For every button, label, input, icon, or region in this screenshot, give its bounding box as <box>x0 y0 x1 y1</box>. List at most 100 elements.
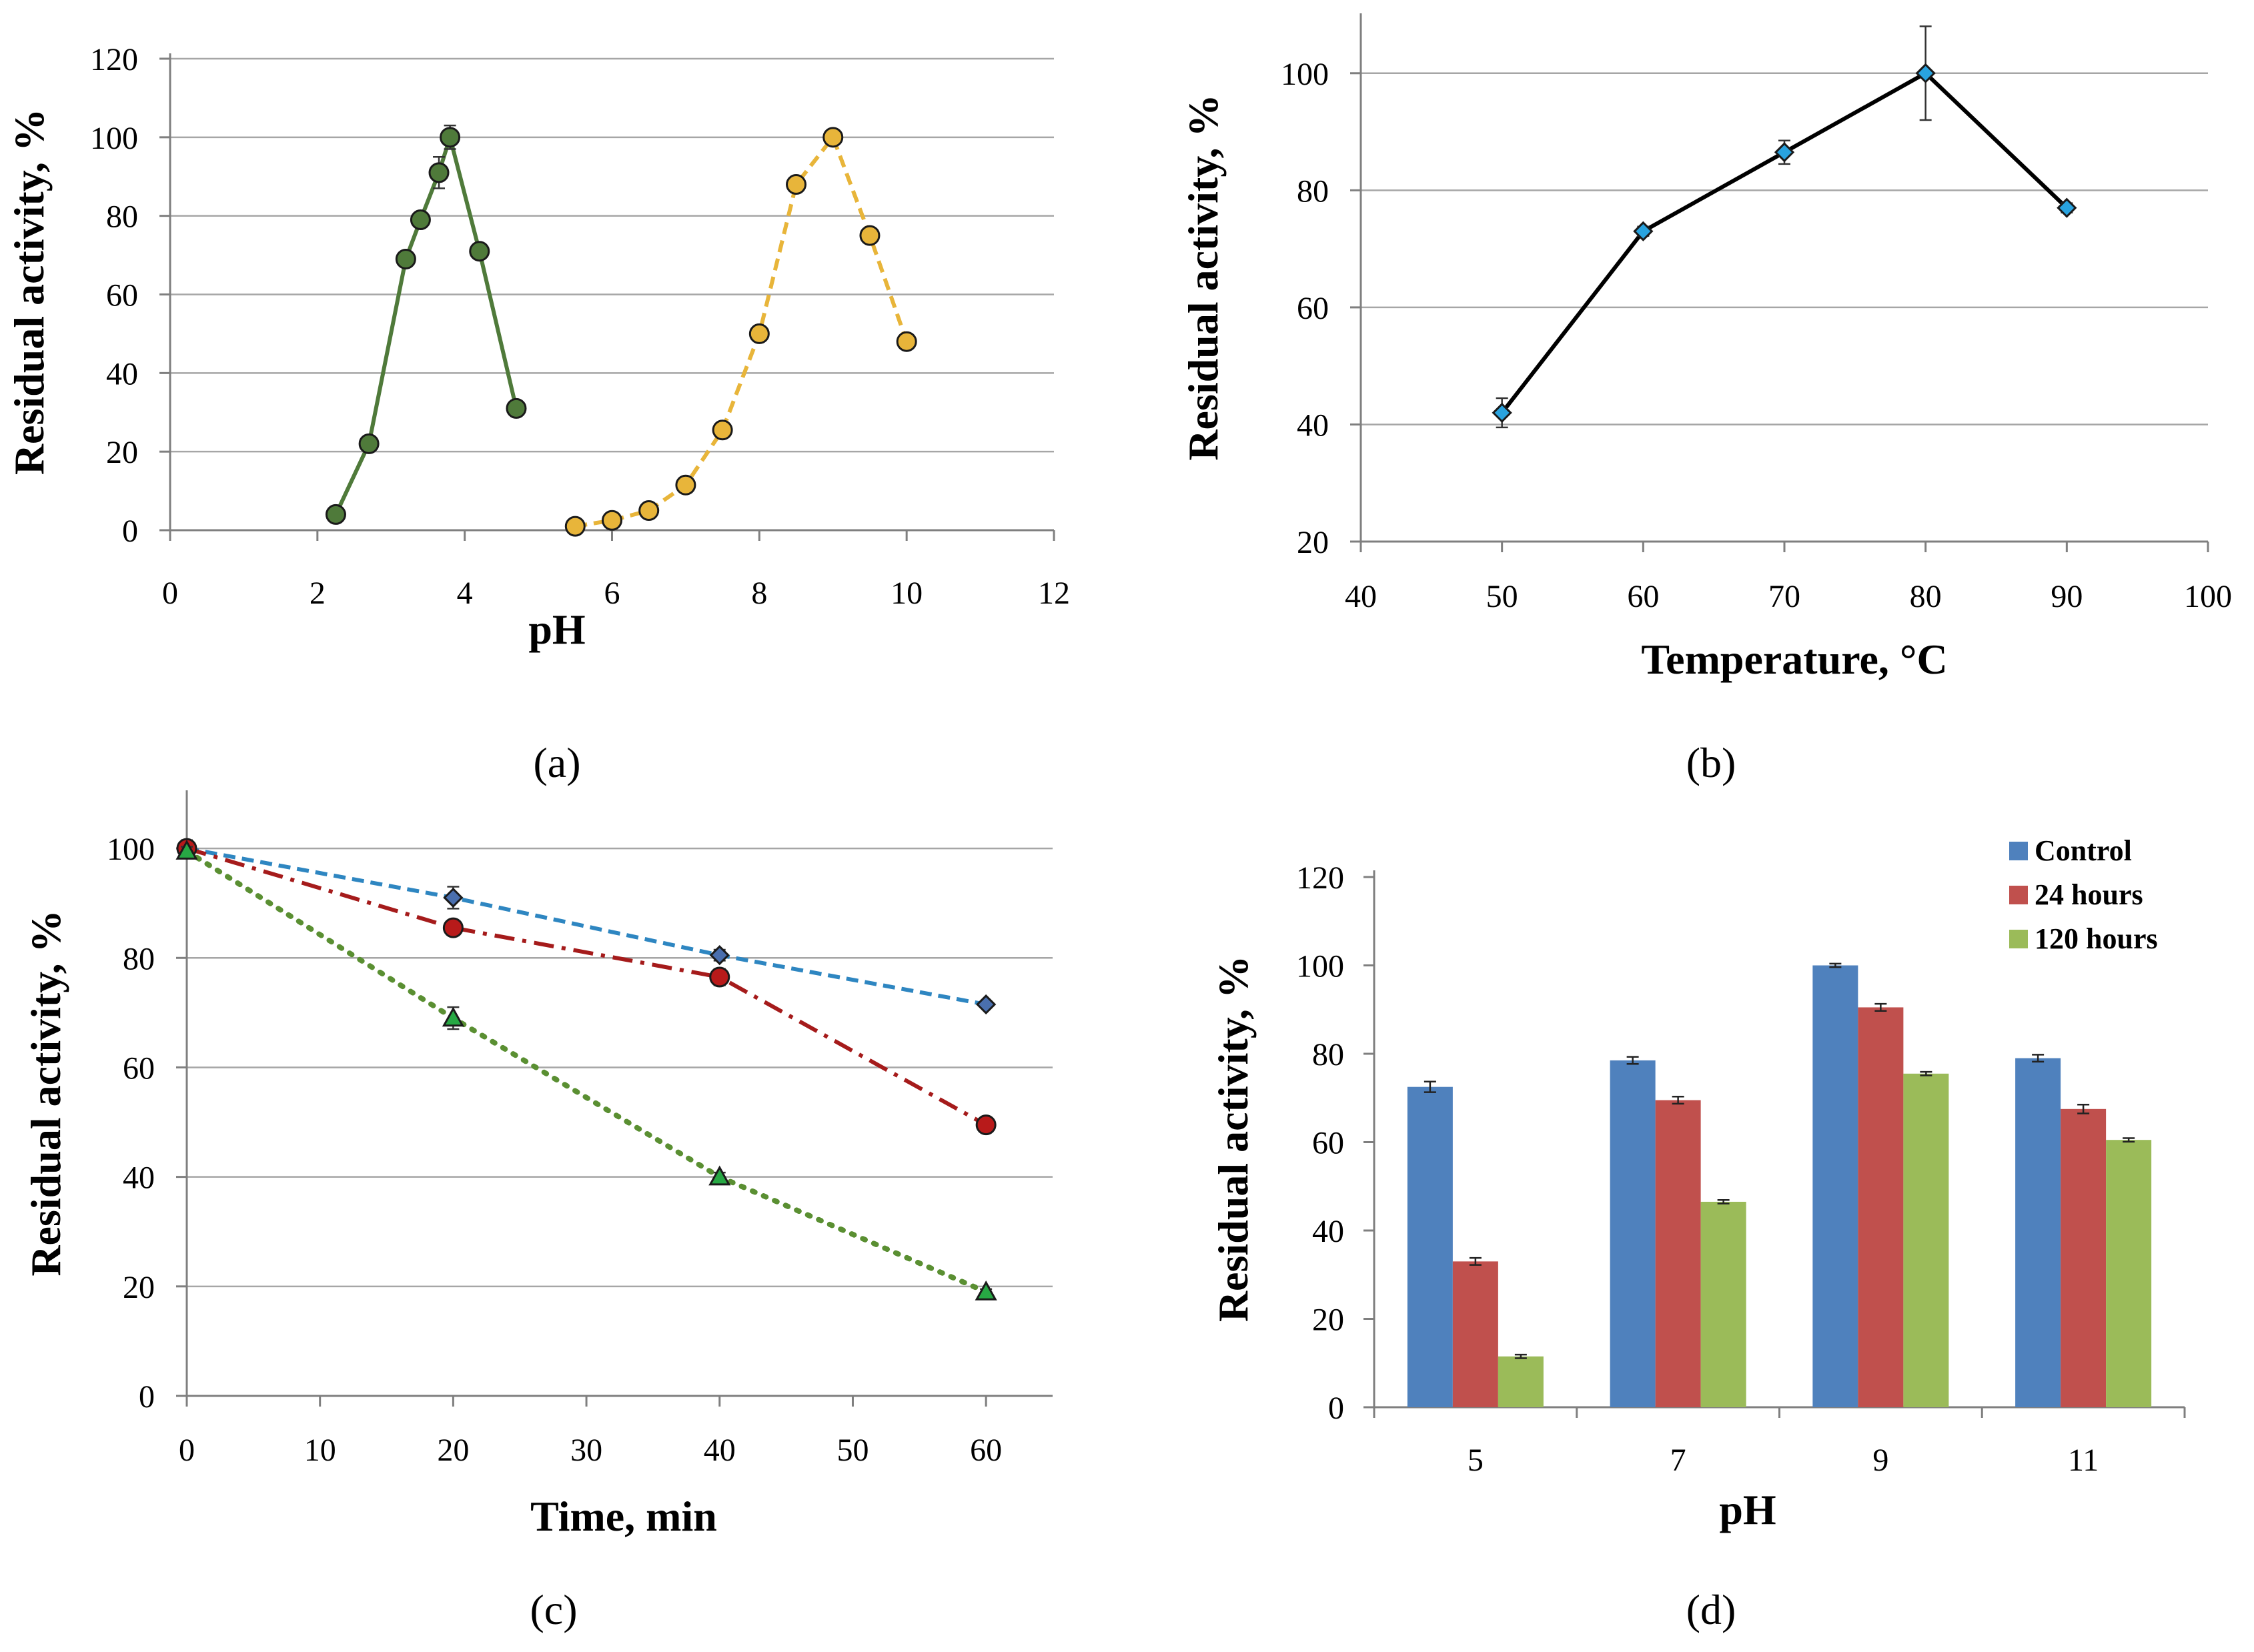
legend-label: 24 hours <box>2035 878 2143 911</box>
data-point-temperature <box>1774 142 1795 163</box>
panel-d: 0 20 40 60 80 100 120 5 7 9 11 Residual activity, %… <box>1209 834 2186 1633</box>
y-axis-label: Residual activity, % <box>5 109 53 475</box>
x-tick-label: 40 <box>1345 579 1377 614</box>
data-point-alkaline <box>859 225 881 246</box>
legend-label: 120 hours <box>2035 922 2158 955</box>
y-tick-label: 60 <box>1297 291 1329 326</box>
data-point-acidic <box>395 248 416 269</box>
data-point-series-2 <box>709 966 730 988</box>
y-axis-label: Residual activity, % <box>1209 956 1257 1322</box>
bar-120-hours <box>1903 1073 1949 1407</box>
x-tick-label: 40 <box>704 1433 736 1468</box>
data-point-alkaline <box>564 516 586 537</box>
bar-24-hours <box>1452 1261 1498 1407</box>
x-tick-label: 9 <box>1872 1443 1888 1478</box>
series-line-series-2 <box>186 846 987 1127</box>
y-tick-label: 100 <box>1281 57 1329 92</box>
bar-24-hours <box>2061 1108 2107 1407</box>
y-tick-label: 100 <box>1296 949 1344 984</box>
x-axis-label: Time, min <box>530 1493 717 1540</box>
x-tick-label: 30 <box>570 1433 602 1468</box>
x-tick-label: 50 <box>836 1433 869 1468</box>
x-tick-label: 50 <box>1486 579 1518 614</box>
data-point-alkaline <box>822 127 844 148</box>
x-tick-label: 0 <box>179 1433 195 1468</box>
x-tick-label: 80 <box>1910 579 1942 614</box>
data-point-alkaline <box>748 323 770 344</box>
data-point-acidic <box>506 397 527 419</box>
data-point-series-1 <box>443 887 464 908</box>
data-point-series-3 <box>708 1165 731 1186</box>
legend: Control 24 hours 120 hours <box>2009 834 2158 955</box>
legend-swatch <box>2009 886 2028 904</box>
bar-control <box>1407 1086 1453 1407</box>
data-point-series-1 <box>709 945 730 966</box>
data-point-alkaline <box>712 420 733 441</box>
y-tick-label: 20 <box>106 435 138 470</box>
data-point-series-3 <box>442 1006 464 1027</box>
x-tick-label: 0 <box>162 576 178 611</box>
data-point-acidic <box>428 162 450 183</box>
x-tick-label: 20 <box>437 1433 469 1468</box>
panel-label: (a) <box>533 739 580 786</box>
x-axis-label: Temperature, °C <box>1641 636 1947 683</box>
panel-label: (d) <box>1686 1586 1736 1633</box>
x-tick-label: 8 <box>751 576 767 611</box>
x-tick-label: 11 <box>2068 1443 2099 1478</box>
y-tick-label: 80 <box>1297 173 1329 209</box>
x-tick-label: 70 <box>1768 579 1800 614</box>
y-tick-label: 40 <box>106 356 138 391</box>
data-point-alkaline <box>638 500 660 522</box>
data-point-acidic <box>358 433 380 454</box>
data-point-temperature <box>1633 221 1654 241</box>
panel-b: 20 40 60 80 100 Residual activity, % Temperatu… <box>1179 13 2232 786</box>
series-line-acidic <box>334 135 518 516</box>
x-tick-label: 90 <box>2051 579 2083 614</box>
legend-swatch <box>2009 842 2028 860</box>
data-point-alkaline <box>786 174 807 195</box>
data-point-series-1 <box>976 994 997 1015</box>
bar-120-hours <box>1700 1201 1746 1407</box>
y-tick-label: 40 <box>1312 1214 1344 1249</box>
y-tick-label: 80 <box>1312 1037 1344 1072</box>
y-tick-label: 100 <box>90 121 138 156</box>
data-point-series-2 <box>975 1114 997 1136</box>
panel-label: (b) <box>1686 739 1736 786</box>
bar-120-hours <box>2106 1140 2152 1407</box>
data-point-acidic <box>469 241 490 262</box>
data-point-acidic <box>440 127 461 148</box>
x-tick-label: 60 <box>1627 579 1659 614</box>
bar-120-hours <box>1498 1356 1544 1407</box>
panel-c: 0 20 40 60 80 100 Residual activity, % Time, mi… <box>22 790 1053 1633</box>
data-point-series-2 <box>442 917 464 938</box>
y-tick-label: 20 <box>123 1270 155 1305</box>
y-axis-label: Residual activity, % <box>22 910 69 1276</box>
x-tick-label: 7 <box>1670 1443 1686 1478</box>
data-point-series-3 <box>975 1280 997 1301</box>
y-axis-label: Residual activity, % <box>1179 94 1227 460</box>
y-tick-label: 120 <box>90 42 138 77</box>
series-line-series-1 <box>186 846 987 1006</box>
data-point-temperature <box>1492 402 1512 424</box>
x-tick-label: 100 <box>2184 579 2232 614</box>
y-tick-label: 120 <box>1296 860 1344 896</box>
y-tick-label: 80 <box>106 199 138 235</box>
x-tick-label: 2 <box>310 576 326 611</box>
y-tick-label: 80 <box>123 941 155 976</box>
legend-swatch <box>2009 930 2028 948</box>
data-point-acidic <box>325 504 346 525</box>
series-line-series-3 <box>184 848 989 1295</box>
y-tick-label: 0 <box>1328 1391 1344 1426</box>
x-tick-label: 4 <box>457 576 473 611</box>
y-tick-label: 20 <box>1312 1303 1344 1338</box>
panel-label: (c) <box>530 1586 577 1633</box>
y-tick-label: 100 <box>107 832 155 867</box>
bar-24-hours <box>1655 1100 1701 1407</box>
data-point-series-3 <box>175 840 198 860</box>
x-tick-label: 10 <box>304 1433 336 1468</box>
data-point-acidic <box>410 209 431 231</box>
y-tick-label: 60 <box>123 1050 155 1086</box>
x-tick-label: 6 <box>604 576 620 611</box>
